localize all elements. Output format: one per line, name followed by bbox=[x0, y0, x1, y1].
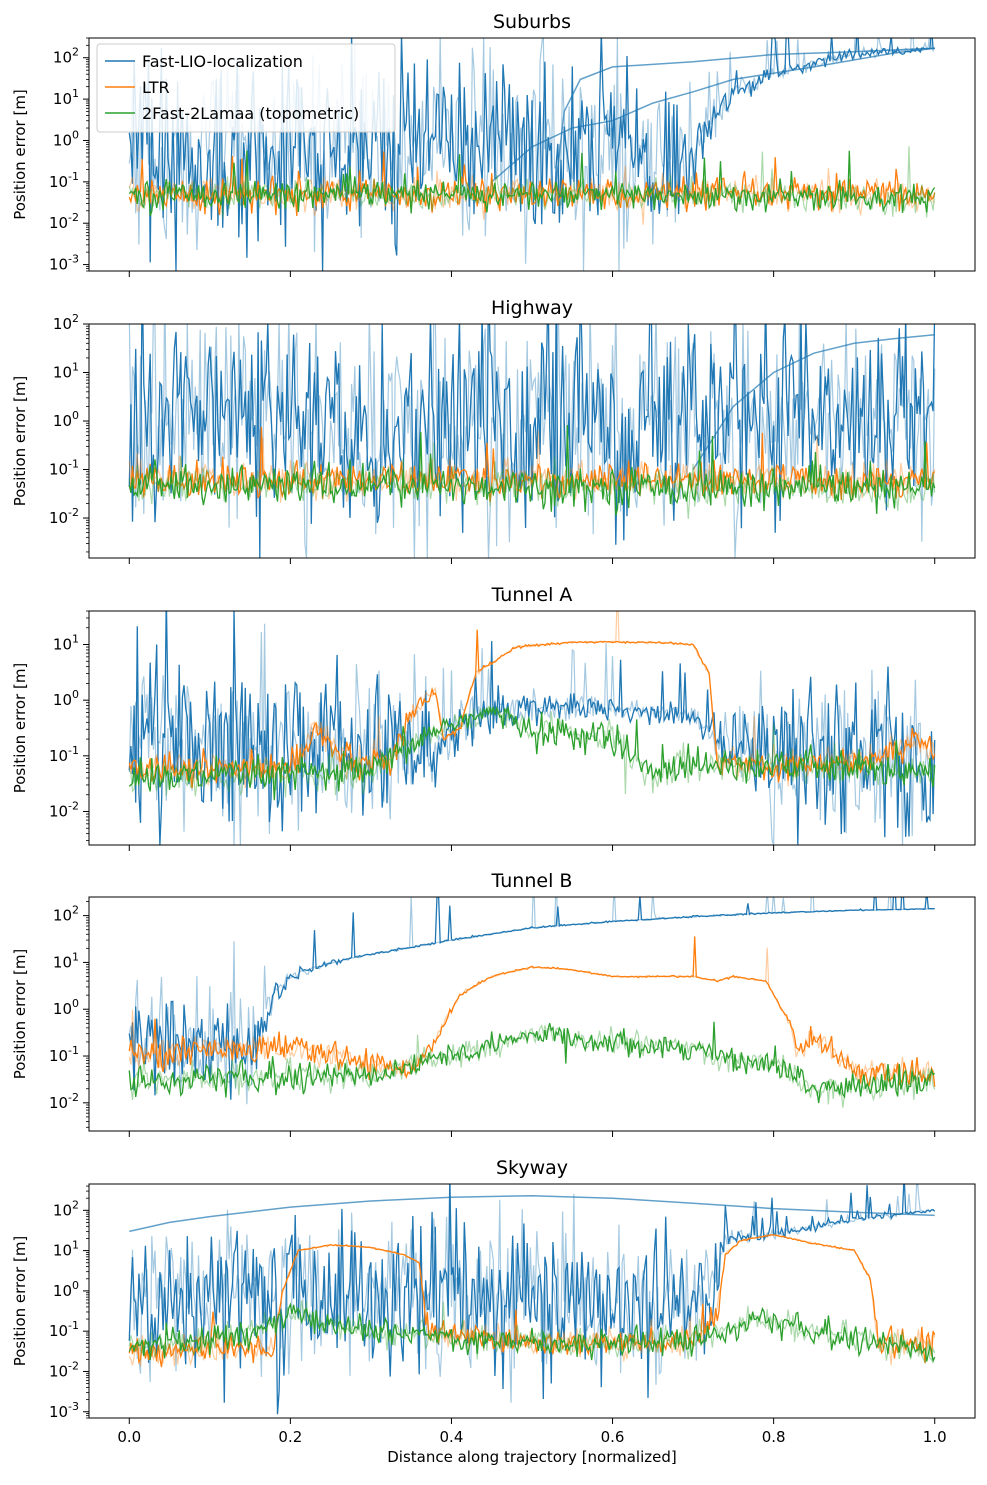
series-line-two_fast bbox=[128, 150, 936, 217]
y-tick-label: 10-1 bbox=[49, 744, 79, 765]
series-line-two_fast-faint bbox=[128, 1300, 936, 1365]
series-line-fast_lio-faint bbox=[128, 897, 935, 1105]
series-line-fast_lio bbox=[128, 1184, 936, 1415]
series-line-two_fast bbox=[128, 1021, 936, 1104]
y-tick-label: 101 bbox=[53, 1239, 79, 1260]
y-tick-label: 102 bbox=[53, 904, 79, 925]
series-trend-fast_lio bbox=[491, 47, 935, 183]
panel-title: Suburbs bbox=[493, 11, 571, 33]
x-tick-label: 0.6 bbox=[601, 1428, 625, 1446]
y-axis-label: Position error [m] bbox=[11, 376, 29, 507]
x-tick-label: 0.2 bbox=[278, 1428, 302, 1446]
series-line-fast_lio bbox=[128, 324, 936, 558]
x-tick-label: 0.4 bbox=[440, 1428, 464, 1446]
plot-area bbox=[128, 897, 936, 1108]
y-tick-label: 100 bbox=[53, 1279, 79, 1300]
y-tick-label: 10-3 bbox=[49, 1400, 79, 1421]
y-tick-label: 10-1 bbox=[49, 1044, 79, 1065]
y-axis-label: Position error [m] bbox=[11, 663, 29, 794]
axes-frame bbox=[88, 323, 976, 559]
y-tick-label: 10-3 bbox=[49, 253, 79, 274]
y-tick-label: 102 bbox=[53, 46, 79, 67]
panel-skyway: Skyway Position error [m] 10-3 10-2 10-1 100 1… bbox=[11, 1157, 976, 1466]
y-tick-label: 101 bbox=[53, 950, 79, 971]
y-tick-label: 102 bbox=[53, 1198, 79, 1219]
plot-area bbox=[128, 1184, 936, 1415]
y-tick-label: 10-1 bbox=[49, 170, 79, 191]
series-line-ltr bbox=[129, 426, 935, 502]
y-tick-label: 100 bbox=[53, 128, 79, 149]
series-line-two_fast bbox=[128, 705, 936, 801]
y-axis-label: Position error [m] bbox=[11, 89, 29, 220]
series-trend-fast_lio bbox=[692, 334, 935, 470]
series-line-fast_lio bbox=[128, 897, 935, 1100]
panel-title: Highway bbox=[491, 297, 573, 319]
panel-title: Tunnel B bbox=[491, 870, 573, 892]
axes-frame bbox=[88, 1183, 976, 1419]
y-tick-label: 101 bbox=[53, 361, 79, 382]
y-tick-label: 100 bbox=[53, 688, 79, 709]
panel-title: Tunnel A bbox=[491, 584, 573, 606]
legend-label-fast-lio: Fast-LIO-localization bbox=[142, 52, 303, 71]
y-tick-label: 101 bbox=[53, 633, 79, 654]
y-tick-label: 10-2 bbox=[49, 1091, 79, 1112]
panel-highway: Highway Position error [m] 10-2 10-1 100 101 1… bbox=[11, 297, 976, 564]
series-trend-fast_lio bbox=[555, 47, 935, 182]
y-tick-label: 10-2 bbox=[49, 1359, 79, 1380]
plot-area bbox=[128, 324, 936, 558]
x-tick-label: 1.0 bbox=[923, 1428, 947, 1446]
y-axis-label: Position error [m] bbox=[11, 949, 29, 1080]
series-line-ltr bbox=[128, 1234, 936, 1368]
y-tick-label: 10-1 bbox=[49, 458, 79, 479]
y-tick-label: 10-1 bbox=[49, 1319, 79, 1340]
x-axis-label: Distance along trajectory [normalized] bbox=[387, 1448, 677, 1466]
y-tick-label: 100 bbox=[53, 409, 79, 430]
axes-frame bbox=[88, 610, 976, 846]
axes-frame bbox=[88, 37, 976, 272]
legend: Fast-LIO-localization LTR 2Fast-2Lamaa (… bbox=[96, 43, 396, 133]
series-line-ltr bbox=[128, 936, 936, 1088]
legend-box bbox=[96, 43, 396, 133]
series-line-ltr-faint bbox=[128, 611, 936, 789]
x-tick-label: 0.0 bbox=[117, 1428, 141, 1446]
y-tick-label: 10-2 bbox=[49, 799, 79, 820]
y-tick-label: 10-2 bbox=[49, 211, 79, 232]
panel-tunnel-b: Tunnel B Position error [m] 10-2 10-1 100 101… bbox=[11, 870, 976, 1137]
plot-area bbox=[128, 38, 936, 271]
axes-frame bbox=[88, 896, 976, 1132]
panel-tunnel-a: Tunnel A Position error [m] 10-2 10-1 100 101 bbox=[11, 584, 976, 851]
y-tick-label: 101 bbox=[53, 87, 79, 108]
series-line-two_fast bbox=[128, 1302, 936, 1364]
plot-area bbox=[128, 611, 936, 845]
panel-suburbs: Suburbs Position error [m] 10-3 10-2 10-1 100… bbox=[11, 11, 976, 277]
legend-label-ltr: LTR bbox=[142, 78, 170, 97]
series-line-ltr-faint bbox=[128, 947, 936, 1083]
y-tick-label: 102 bbox=[53, 312, 79, 333]
legend-label-2fast-2lamaa: 2Fast-2Lamaa (topometric) bbox=[142, 104, 359, 123]
x-tick-label: 0.8 bbox=[762, 1428, 786, 1446]
panel-title: Skyway bbox=[496, 1157, 568, 1179]
series-line-two_fast bbox=[128, 424, 936, 516]
series-trend-fast_lio bbox=[129, 1194, 935, 1233]
y-tick-label: 10-2 bbox=[49, 506, 79, 527]
y-tick-label: 100 bbox=[53, 997, 79, 1018]
y-axis-label: Position error [m] bbox=[11, 1236, 29, 1367]
